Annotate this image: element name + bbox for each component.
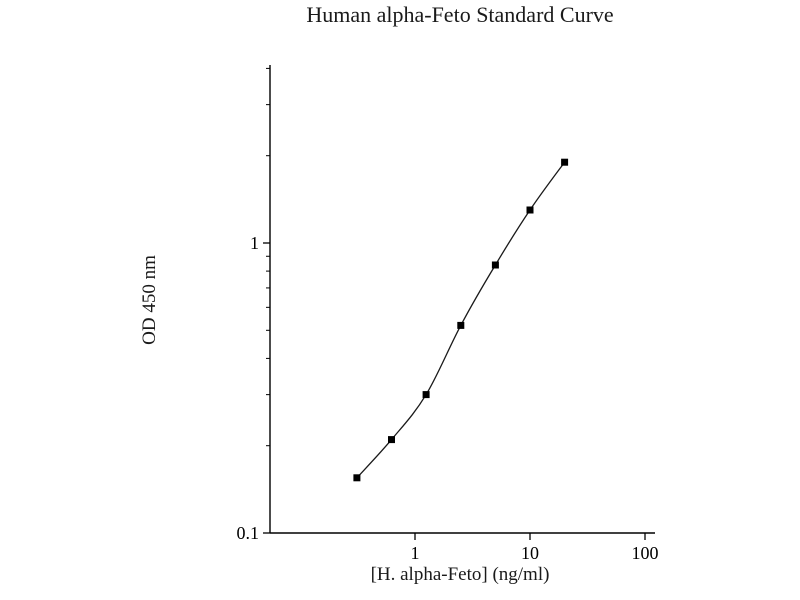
data-point-marker — [561, 158, 569, 166]
x-tick-label: 100 — [632, 543, 659, 563]
data-point-marker — [526, 206, 534, 214]
data-point-marker — [353, 474, 361, 482]
y-tick-label: 0.1 — [237, 523, 260, 543]
x-tick-label: 1 — [411, 543, 420, 563]
x-axis-label: [H. alpha-Feto] (ng/ml) — [370, 564, 550, 585]
x-tick-label: 10 — [521, 543, 539, 563]
data-point-marker — [491, 261, 499, 269]
data-point-marker — [457, 321, 465, 329]
data-point-marker — [388, 436, 395, 444]
y-tick-label: 1 — [250, 233, 259, 253]
data-point-marker — [422, 391, 430, 399]
chart-title: Human alpha-Feto Standard Curve — [306, 2, 614, 27]
